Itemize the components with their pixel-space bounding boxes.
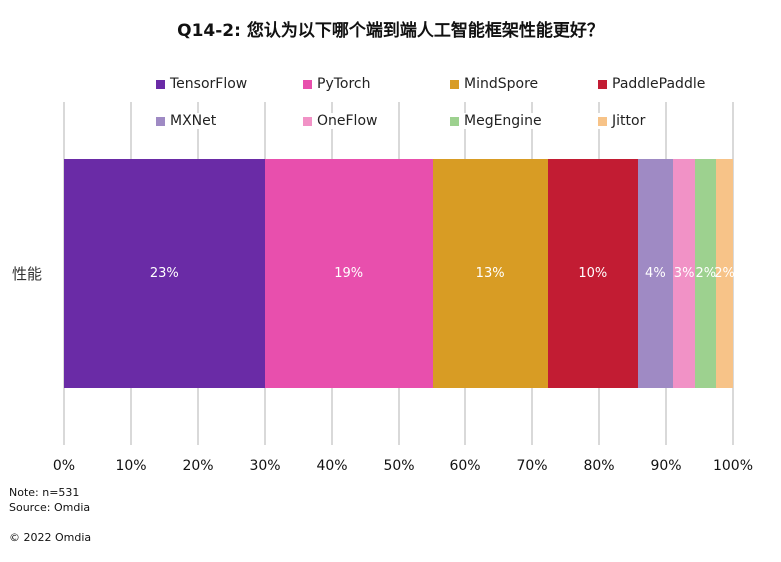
legend-item-paddlepaddle[interactable]: PaddlePaddle: [598, 76, 708, 92]
bar-segment-mindspore[interactable]: 13%: [432, 159, 548, 388]
data-label: 13%: [475, 266, 505, 281]
legend-swatch-icon: [598, 116, 607, 126]
bar-segment-oneflow[interactable]: 3%: [672, 159, 696, 388]
bar-segment-tensorflow[interactable]: 23%: [64, 159, 265, 388]
x-tick-label: 10%: [115, 458, 147, 474]
data-label: 23%: [149, 266, 179, 281]
legend-item-mxnet[interactable]: MXNet: [156, 113, 219, 129]
x-tick-label: 40%: [316, 458, 348, 474]
data-label: 3%: [673, 266, 695, 281]
legend-label: MindSpore: [464, 76, 539, 92]
legend-swatch-icon: [303, 116, 312, 126]
chart-title: Q14-2: 您认为以下哪个端到端人工智能框架性能更好？: [177, 21, 604, 41]
legend-swatch-icon: [450, 79, 459, 89]
data-label: 2%: [695, 266, 717, 281]
gridline-100: [732, 102, 734, 445]
stacked-bar: 23% 19% 13% 10% 4% 3% 2% 2%: [64, 159, 735, 388]
note-text: Note: n=531: [9, 486, 80, 499]
legend-swatch-icon: [598, 79, 607, 89]
legend-item-pytorch[interactable]: PyTorch: [303, 76, 373, 92]
x-tick-label: 60%: [449, 458, 481, 474]
legend-swatch-icon: [156, 79, 165, 89]
source-text: Source: Omdia: [9, 501, 91, 514]
legend-item-mindspore[interactable]: MindSpore: [450, 76, 541, 92]
data-label: 4%: [645, 266, 666, 281]
legend-item-oneflow[interactable]: OneFlow: [303, 113, 380, 129]
x-tick-label: 30%: [249, 458, 281, 474]
legend-label: MegEngine: [464, 113, 542, 129]
data-label: 2%: [714, 266, 735, 281]
bar-segment-paddlepaddle[interactable]: 10%: [547, 159, 638, 388]
x-tick-label: 50%: [383, 458, 415, 474]
legend-swatch-icon: [303, 79, 312, 89]
x-tick-label: 20%: [182, 458, 214, 474]
x-tick-label: 0%: [52, 458, 76, 474]
legend-label: PaddlePaddle: [612, 76, 706, 92]
legend-label: PyTorch: [317, 76, 371, 92]
x-tick-label: 90%: [650, 458, 682, 474]
legend-item-megengine[interactable]: MegEngine: [450, 113, 544, 129]
legend-item-tensorflow[interactable]: TensorFlow: [156, 76, 250, 92]
bar-segment-megengine[interactable]: 2%: [695, 159, 717, 388]
legend: TensorFlow PyTorch MindSpore PaddlePaddl…: [0, 0, 781, 140]
legend-label: Jittor: [612, 113, 646, 129]
legend-swatch-icon: [450, 116, 459, 126]
legend-label: TensorFlow: [170, 76, 248, 92]
x-tick-label: 70%: [516, 458, 548, 474]
x-tick-label: 80%: [583, 458, 615, 474]
bar-segment-jittor[interactable]: 2%: [714, 159, 735, 388]
bar-segment-pytorch[interactable]: 19%: [264, 159, 433, 388]
legend-item-jittor[interactable]: Jittor: [598, 113, 648, 129]
category-label: 性能: [12, 265, 43, 283]
data-label: 10%: [578, 266, 608, 281]
legend-label: OneFlow: [317, 113, 378, 129]
data-label: 19%: [334, 266, 364, 281]
bar-segment-mxnet[interactable]: 4%: [637, 159, 673, 388]
x-tick-label: 100%: [712, 458, 754, 474]
legend-label: MXNet: [170, 113, 217, 129]
legend-swatch-icon: [156, 116, 165, 126]
copyright-text: © 2022 Omdia: [9, 531, 92, 544]
